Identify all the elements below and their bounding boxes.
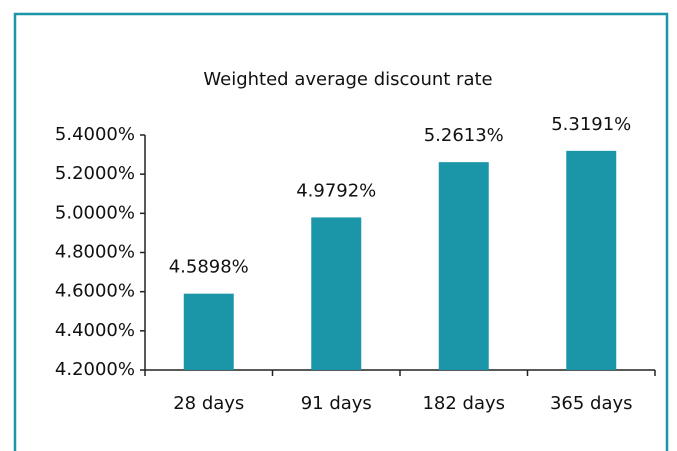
value-label: 4.9792% <box>296 180 376 201</box>
x-tick-label: 91 days <box>301 393 372 414</box>
x-tick-label: 28 days <box>173 393 244 414</box>
value-label: 4.5898% <box>169 257 249 278</box>
frame <box>13 12 669 451</box>
bar <box>438 162 489 370</box>
bar <box>311 217 362 370</box>
bar <box>183 293 234 370</box>
y-tick-label: 4.4000% <box>55 320 135 341</box>
y-tick-label: 5.2000% <box>55 163 135 184</box>
y-tick-label: 5.0000% <box>55 202 135 223</box>
x-tick-label: 182 days <box>422 393 505 414</box>
bar <box>566 150 617 370</box>
y-tick-label: 4.6000% <box>55 281 135 302</box>
y-tick-label: 4.8000% <box>55 242 135 263</box>
y-tick-label: 4.2000% <box>55 359 135 380</box>
value-label: 5.3191% <box>551 114 631 135</box>
chart-title: Weighted average discount rate <box>203 69 492 90</box>
y-tick-label: 5.4000% <box>55 124 135 145</box>
x-tick-label: 365 days <box>550 393 633 414</box>
value-label: 5.2613% <box>424 125 504 146</box>
